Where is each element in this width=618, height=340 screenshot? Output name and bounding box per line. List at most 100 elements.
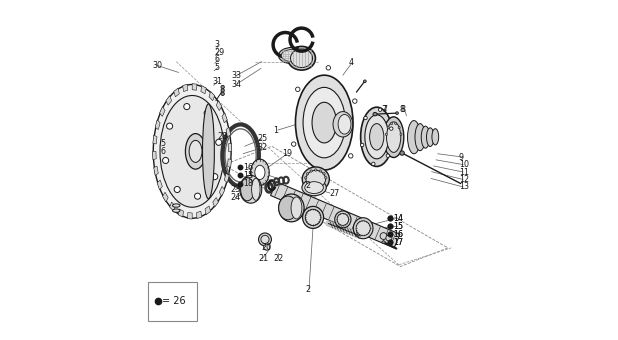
Ellipse shape xyxy=(389,127,393,130)
Text: 18: 18 xyxy=(243,179,253,188)
Polygon shape xyxy=(166,96,172,105)
Text: 3: 3 xyxy=(214,40,219,49)
Polygon shape xyxy=(170,202,176,211)
Ellipse shape xyxy=(380,233,387,239)
Text: 17: 17 xyxy=(393,238,403,247)
Text: 7: 7 xyxy=(382,105,387,114)
Ellipse shape xyxy=(363,80,366,83)
Polygon shape xyxy=(226,128,231,137)
Ellipse shape xyxy=(195,193,201,199)
Ellipse shape xyxy=(391,122,392,125)
Text: 33: 33 xyxy=(231,71,241,80)
Polygon shape xyxy=(224,173,229,183)
Text: 19: 19 xyxy=(282,149,293,158)
Polygon shape xyxy=(192,84,197,90)
Ellipse shape xyxy=(189,140,202,163)
Ellipse shape xyxy=(255,165,265,180)
Ellipse shape xyxy=(167,123,172,129)
Ellipse shape xyxy=(432,129,439,145)
Ellipse shape xyxy=(287,46,315,70)
Polygon shape xyxy=(219,186,225,196)
Ellipse shape xyxy=(279,196,297,220)
Ellipse shape xyxy=(305,176,307,179)
Ellipse shape xyxy=(384,117,404,157)
Ellipse shape xyxy=(307,173,309,175)
Polygon shape xyxy=(222,113,227,123)
Ellipse shape xyxy=(386,122,400,152)
Ellipse shape xyxy=(203,104,214,199)
Text: = 26: = 26 xyxy=(163,296,186,306)
Ellipse shape xyxy=(396,112,399,115)
Ellipse shape xyxy=(295,87,300,91)
Ellipse shape xyxy=(306,170,326,188)
Text: 14: 14 xyxy=(393,214,403,223)
Ellipse shape xyxy=(240,178,254,201)
Text: 8: 8 xyxy=(400,105,405,114)
Ellipse shape xyxy=(361,107,393,167)
Ellipse shape xyxy=(240,175,262,203)
Ellipse shape xyxy=(212,174,218,180)
Ellipse shape xyxy=(302,180,326,196)
Text: 31: 31 xyxy=(213,77,222,86)
Ellipse shape xyxy=(312,102,336,143)
Text: 7: 7 xyxy=(383,105,388,114)
Ellipse shape xyxy=(370,124,384,150)
Ellipse shape xyxy=(356,221,370,236)
Polygon shape xyxy=(216,101,222,111)
Text: 27: 27 xyxy=(329,188,339,198)
Text: 22: 22 xyxy=(274,254,284,263)
Ellipse shape xyxy=(415,124,425,151)
Polygon shape xyxy=(153,135,157,144)
Text: 8: 8 xyxy=(400,105,405,114)
Ellipse shape xyxy=(386,133,387,136)
Text: 14: 14 xyxy=(393,214,403,223)
Ellipse shape xyxy=(353,99,357,103)
Ellipse shape xyxy=(221,89,224,92)
Ellipse shape xyxy=(279,47,306,64)
Ellipse shape xyxy=(264,244,269,250)
Polygon shape xyxy=(159,106,165,116)
Ellipse shape xyxy=(292,142,296,146)
Text: 11: 11 xyxy=(459,168,468,176)
Ellipse shape xyxy=(387,126,389,129)
Ellipse shape xyxy=(398,126,400,129)
Polygon shape xyxy=(178,209,184,217)
Ellipse shape xyxy=(324,176,327,179)
Ellipse shape xyxy=(353,218,373,239)
Ellipse shape xyxy=(160,96,224,207)
Text: 6: 6 xyxy=(214,55,219,64)
Text: 32: 32 xyxy=(258,143,268,152)
Ellipse shape xyxy=(279,194,304,222)
Ellipse shape xyxy=(250,159,269,186)
Ellipse shape xyxy=(258,233,271,246)
Ellipse shape xyxy=(261,235,269,243)
Ellipse shape xyxy=(335,211,351,228)
Polygon shape xyxy=(183,84,188,91)
Ellipse shape xyxy=(338,115,351,134)
Ellipse shape xyxy=(421,126,430,148)
Ellipse shape xyxy=(204,110,210,116)
Ellipse shape xyxy=(326,66,331,70)
Ellipse shape xyxy=(400,133,402,136)
Text: 15: 15 xyxy=(393,222,403,231)
Text: 16: 16 xyxy=(393,230,403,239)
Ellipse shape xyxy=(382,241,385,243)
Text: 13: 13 xyxy=(459,183,468,191)
Ellipse shape xyxy=(378,108,382,112)
Text: 28: 28 xyxy=(217,132,227,141)
Text: 2: 2 xyxy=(305,285,310,294)
Ellipse shape xyxy=(395,122,397,125)
Ellipse shape xyxy=(153,85,231,218)
Polygon shape xyxy=(197,211,201,219)
Text: 25: 25 xyxy=(258,134,268,143)
Text: 15: 15 xyxy=(393,222,403,231)
Text: 9: 9 xyxy=(459,153,464,162)
Ellipse shape xyxy=(290,49,313,68)
Ellipse shape xyxy=(315,169,317,171)
Polygon shape xyxy=(174,88,179,97)
Ellipse shape xyxy=(184,103,190,109)
Text: 15: 15 xyxy=(243,171,253,180)
Text: 5: 5 xyxy=(161,139,166,148)
Ellipse shape xyxy=(333,112,353,137)
Polygon shape xyxy=(209,91,214,101)
